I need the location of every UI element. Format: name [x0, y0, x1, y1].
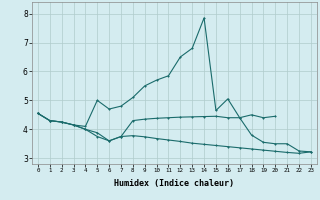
X-axis label: Humidex (Indice chaleur): Humidex (Indice chaleur): [115, 179, 234, 188]
